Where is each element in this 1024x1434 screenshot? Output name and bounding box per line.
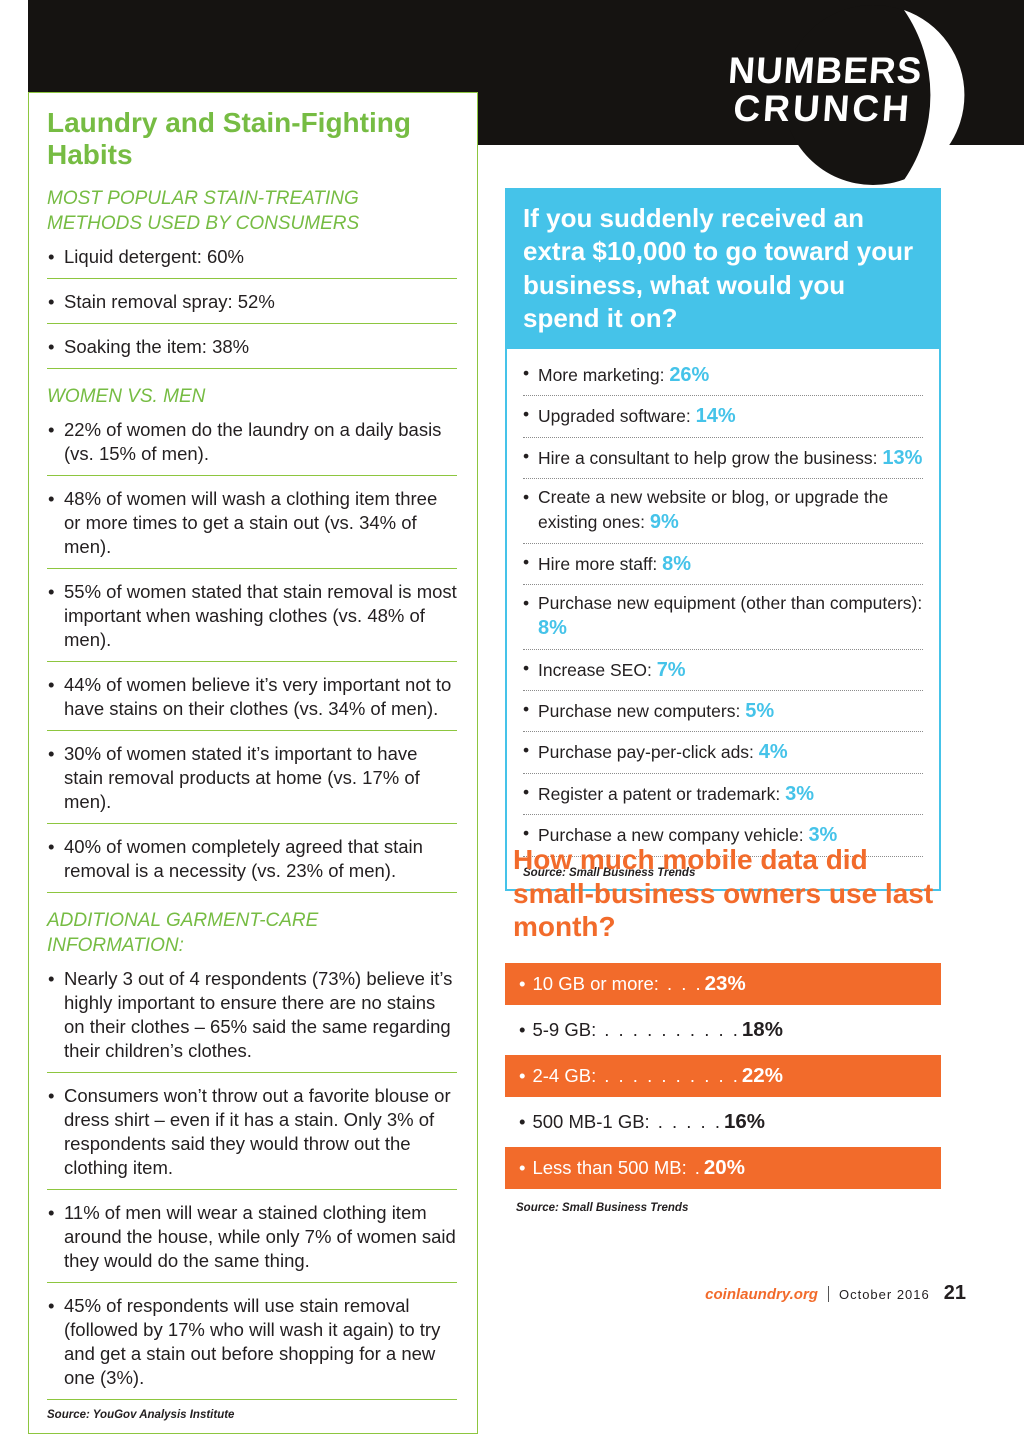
row-value: 16%	[723, 1110, 765, 1133]
item-value: 26%	[669, 364, 710, 387]
mobile-data-question: How much mobile data did small-business …	[513, 844, 934, 943]
row-value: 20%	[703, 1156, 745, 1179]
row-label: Less than 500 MB:	[532, 1157, 687, 1178]
section-heading-garment-care: ADDITIONAL GARMENT-CARE INFORMATION:	[47, 910, 319, 956]
item-label: Purchase new computers:	[538, 700, 741, 721]
list-item: 40% of women completely agreed that stai…	[47, 833, 457, 894]
item-label: Purchase new equipment (other than compu…	[538, 593, 923, 614]
spend-question: If you suddenly received an extra $10,00…	[507, 190, 939, 350]
list-item: Create a new website or blog, or upgrade…	[523, 479, 923, 544]
row-label: 500 MB-1 GB:	[532, 1111, 650, 1132]
page-number: 21	[943, 1282, 966, 1304]
row-value: 18%	[741, 1018, 783, 1041]
row-label: 2-4 GB:	[532, 1065, 597, 1086]
list-item: 22% of women do the laundry on a daily b…	[47, 416, 457, 476]
list-item: Purchase new computers: 5%	[523, 691, 923, 733]
item-value: 8%	[662, 552, 692, 575]
list-item: Purchase new equipment (other than compu…	[523, 585, 923, 650]
laundry-panel: Laundry and Stain-Fighting Habits MOST P…	[28, 92, 478, 1434]
item-label: Hire a consultant to help grow the busin…	[538, 447, 878, 468]
item-label: Purchase pay-per-click ads:	[538, 742, 754, 763]
item-label: Hire more staff:	[538, 553, 658, 574]
item-value: 13%	[882, 446, 923, 469]
data-row: 10 GB or more: . . . 23%	[505, 963, 941, 1005]
list-item: Purchase a new company vehicle: 3%	[523, 815, 923, 857]
list-item: Register a patent or trademark: 3%	[523, 774, 923, 816]
section-heading-stain-methods: MOST POPULAR STAIN-TREATING METHODS USED…	[47, 188, 360, 235]
logo-line2: CRUNCH	[732, 88, 914, 129]
logo-line1: NUMBERS	[726, 50, 924, 91]
row-value: 22%	[741, 1064, 783, 1087]
row-value: 23%	[704, 972, 746, 995]
item-value: 7%	[656, 658, 686, 681]
spend-list: More marketing: 26% Upgraded software: 1…	[507, 349, 939, 858]
list-item: 11% of men will wear a stained clothing …	[47, 1199, 457, 1284]
list-item: More marketing: 26%	[523, 355, 923, 397]
item-label: Upgraded software:	[538, 406, 691, 427]
list-item: Hire more staff: 8%	[523, 544, 923, 586]
list-item: 55% of women stated that stain removal i…	[47, 578, 457, 662]
data-row: 5-9 GB: . . . . . . . . . . 18%	[505, 1009, 941, 1051]
footer-right: coinlaundry.org October 2016 21	[705, 1282, 966, 1305]
list-item: Liquid detergent: 60%	[47, 243, 457, 279]
item-label: Create a new website or blog, or upgrade…	[538, 487, 889, 533]
item-value: 3%	[785, 782, 814, 805]
leader-dots: . . . . . . . . . .	[604, 1019, 740, 1040]
list-item: Increase SEO: 7%	[523, 650, 923, 691]
list-item: 30% of women stated it’s important to ha…	[47, 740, 457, 825]
item-value: 8%	[538, 617, 567, 640]
list-item: 48% of women will wash a clothing item t…	[47, 485, 457, 569]
item-label: Purchase a new company vehicle:	[538, 825, 804, 846]
item-label: Increase SEO:	[538, 659, 652, 680]
row-label: 10 GB or more:	[532, 973, 659, 994]
section-heading-women-vs-men: WOMEN VS. MEN	[47, 385, 206, 407]
source-note: Source: YouGov Analysis Institute	[47, 1409, 235, 1422]
item-value: 14%	[695, 405, 736, 428]
leader-dots: . . .	[666, 973, 703, 994]
footer-divider	[827, 1285, 829, 1302]
logo-circle	[783, 5, 963, 185]
item-value: 5%	[745, 699, 775, 722]
numbers-crunch-logo: NUMBERS CRUNCH	[695, 50, 952, 129]
list-item: 45% of respondents will use stain remova…	[47, 1292, 457, 1401]
item-label: More marketing:	[538, 365, 665, 386]
item-label: Register a patent or trademark:	[538, 783, 781, 804]
laundry-title: Laundry and Stain-Fighting Habits	[47, 107, 411, 171]
item-value: 9%	[649, 511, 679, 534]
list-item: Nearly 3 out of 4 respondents (73%) beli…	[47, 965, 457, 1073]
list-item: Upgraded software: 14%	[523, 396, 923, 438]
spend-panel: If you suddenly received an extra $10,00…	[505, 188, 941, 891]
list-item: 44% of women believe it’s very important…	[47, 671, 457, 732]
list-item: Soaking the item: 38%	[47, 333, 457, 369]
data-row: 2-4 GB: . . . . . . . . . . 22%	[505, 1055, 941, 1097]
source-note: Source: Small Business Trends	[523, 866, 696, 879]
women-vs-men-list: 22% of women do the laundry on a daily b…	[47, 416, 457, 894]
crescent-icon	[904, 10, 965, 180]
leader-dots: .	[694, 1157, 702, 1178]
footer-website-link[interactable]: coinlaundry.org	[705, 1286, 818, 1303]
footer-date: October 2016	[838, 1287, 930, 1302]
list-item: Stain removal spray: 52%	[47, 288, 457, 324]
list-item: Hire a consultant to help grow the busin…	[523, 438, 923, 480]
item-value: 3%	[808, 824, 838, 847]
stain-methods-list: Liquid detergent: 60% Stain removal spra…	[47, 243, 457, 369]
list-item: Purchase pay-per-click ads: 4%	[523, 732, 923, 774]
source-note: Source: Small Business Trends	[516, 1202, 689, 1214]
mobile-data-rows: 10 GB or more: . . . 23% 5-9 GB: . . . .…	[505, 963, 941, 1193]
garment-care-list: Nearly 3 out of 4 respondents (73%) beli…	[47, 965, 457, 1401]
list-item: Consumers won’t throw out a favorite blo…	[47, 1082, 457, 1191]
item-value: 4%	[758, 741, 788, 764]
data-row: Less than 500 MB: . 20%	[505, 1147, 941, 1189]
leader-dots: . . . . .	[657, 1111, 722, 1132]
leader-dots: . . . . . . . . . .	[604, 1065, 740, 1086]
row-label: 5-9 GB:	[532, 1019, 597, 1040]
data-row: 500 MB-1 GB: . . . . . 16%	[505, 1101, 941, 1143]
